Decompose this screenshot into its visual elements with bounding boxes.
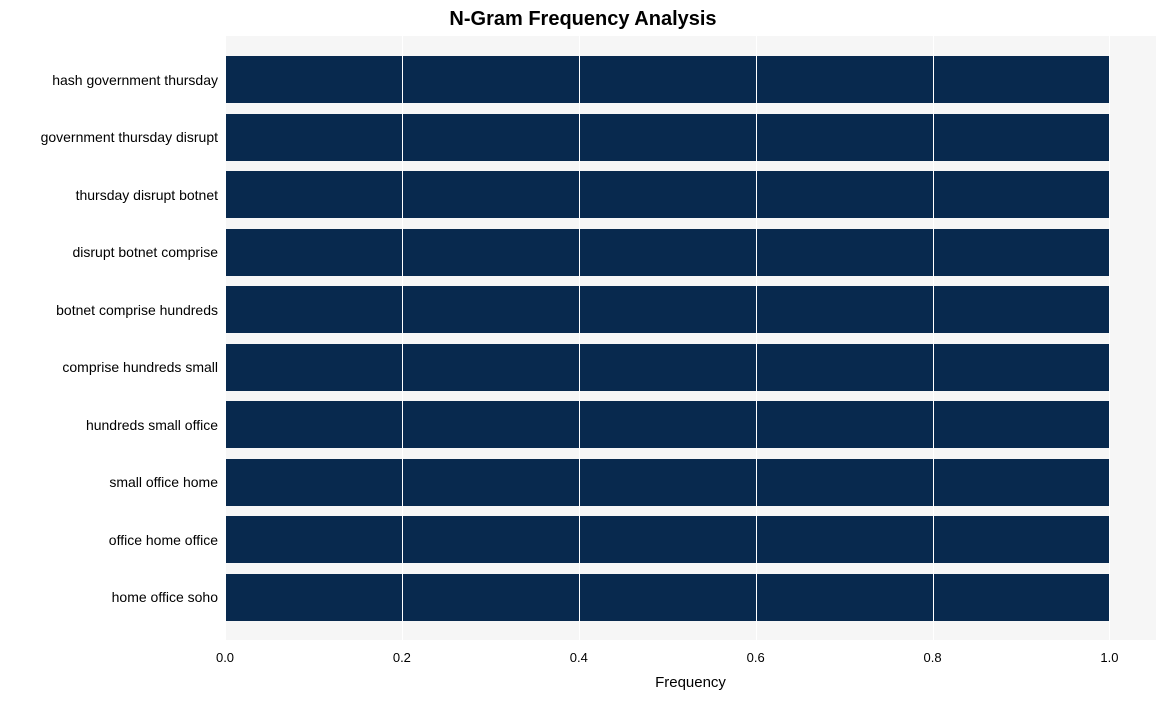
grid-line	[756, 36, 757, 640]
bar	[225, 516, 1109, 563]
y-tick-label: hundreds small office	[86, 417, 218, 433]
x-tick-label: 0.6	[747, 650, 765, 665]
y-tick-label: small office home	[109, 474, 218, 490]
x-tick-label: 1.0	[1100, 650, 1118, 665]
y-tick-label: hash government thursday	[52, 72, 218, 88]
grid-line	[225, 36, 226, 640]
x-tick-label: 0.0	[216, 650, 234, 665]
bar	[225, 574, 1109, 621]
grid-line	[1109, 36, 1110, 640]
x-tick-label: 0.4	[570, 650, 588, 665]
y-tick-label: government thursday disrupt	[41, 129, 218, 145]
y-axis-labels: hash government thursday government thurs…	[0, 36, 218, 640]
y-tick-label: disrupt botnet comprise	[72, 244, 218, 260]
bar	[225, 114, 1109, 161]
y-tick-label: botnet comprise hundreds	[56, 302, 218, 318]
bar	[225, 229, 1109, 276]
bar	[225, 171, 1109, 218]
bars-group	[225, 36, 1156, 640]
x-tick-label: 0.8	[924, 650, 942, 665]
plot-area	[225, 36, 1156, 640]
grid-line	[402, 36, 403, 640]
y-tick-label: comprise hundreds small	[62, 359, 218, 375]
bar	[225, 459, 1109, 506]
y-tick-label: thursday disrupt botnet	[76, 187, 218, 203]
y-tick-label: office home office	[109, 532, 218, 548]
bar	[225, 344, 1109, 391]
y-tick-label: home office soho	[112, 589, 218, 605]
chart-container: N-Gram Frequency Analysis hash governmen…	[0, 0, 1166, 701]
x-tick-label: 0.2	[393, 650, 411, 665]
grid-line	[933, 36, 934, 640]
x-axis-title: Frequency	[225, 674, 1156, 691]
grid-line	[579, 36, 580, 640]
bar	[225, 56, 1109, 103]
chart-title: N-Gram Frequency Analysis	[0, 8, 1166, 31]
bar	[225, 401, 1109, 448]
bar	[225, 286, 1109, 333]
